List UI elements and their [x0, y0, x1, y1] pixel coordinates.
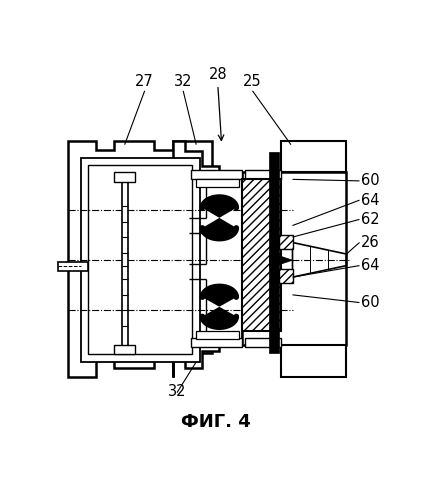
Polygon shape	[173, 141, 243, 377]
Bar	[196, 331, 238, 338]
Polygon shape	[68, 141, 212, 377]
Text: 32: 32	[168, 384, 186, 399]
Polygon shape	[269, 252, 292, 268]
Bar	[269, 152, 279, 352]
Bar	[81, 158, 200, 362]
Bar	[114, 172, 135, 182]
Text: 26: 26	[361, 235, 380, 250]
Text: 25: 25	[243, 74, 262, 90]
Bar	[281, 345, 346, 377]
Bar	[58, 262, 89, 271]
Bar	[245, 170, 281, 179]
Text: 60: 60	[361, 295, 380, 310]
Text: ФИГ. 4: ФИГ. 4	[181, 413, 251, 431]
Bar	[122, 173, 128, 346]
Text: 62: 62	[361, 212, 380, 227]
Polygon shape	[203, 197, 236, 238]
Bar	[89, 166, 192, 354]
Text: 27: 27	[135, 74, 154, 90]
Bar	[245, 338, 281, 347]
Bar	[114, 345, 135, 354]
Bar	[196, 180, 238, 187]
Text: 64: 64	[361, 192, 379, 208]
Bar	[281, 141, 346, 172]
Bar	[279, 270, 292, 283]
Text: 28: 28	[208, 66, 227, 82]
Text: 60: 60	[361, 174, 380, 188]
Text: 64: 64	[361, 258, 379, 273]
Bar	[243, 172, 346, 345]
Text: 32: 32	[174, 74, 192, 90]
Bar	[191, 170, 243, 179]
Bar	[243, 180, 281, 331]
Bar	[191, 338, 243, 347]
Polygon shape	[203, 286, 236, 327]
Bar	[279, 235, 292, 248]
